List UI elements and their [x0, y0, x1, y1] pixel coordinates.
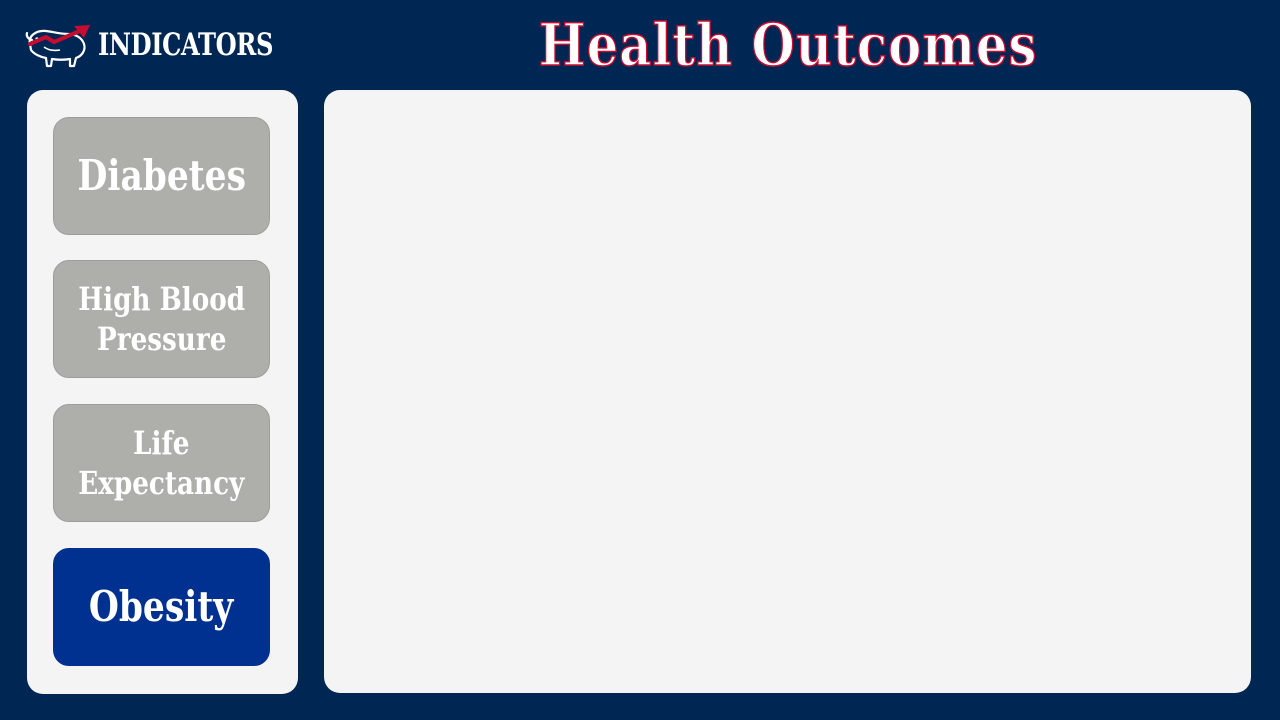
content-panel — [324, 90, 1251, 693]
sidebar-item-label: Life Expectancy — [78, 424, 245, 502]
logo[interactable]: INDICATORS — [24, 20, 322, 70]
sidebar: Diabetes High Blood Pressure Life Expect… — [27, 90, 298, 694]
sidebar-item-high-blood-pressure[interactable]: High Blood Pressure — [53, 260, 270, 378]
sidebar-item-life-expectancy[interactable]: Life Expectancy — [53, 404, 270, 522]
page-title-text: Health Outcomes — [537, 10, 1037, 80]
sidebar-item-obesity[interactable]: Obesity — [53, 548, 270, 666]
sidebar-item-label: Obesity — [89, 581, 234, 631]
buffalo-arrow-icon — [25, 25, 90, 68]
sidebar-item-label: Diabetes — [77, 150, 246, 200]
page-title: Health Outcomes — [324, 6, 1251, 84]
sidebar-item-diabetes[interactable]: Diabetes — [53, 117, 270, 235]
sidebar-item-label: High Blood Pressure — [78, 280, 245, 358]
logo-text: INDICATORS — [98, 27, 274, 63]
